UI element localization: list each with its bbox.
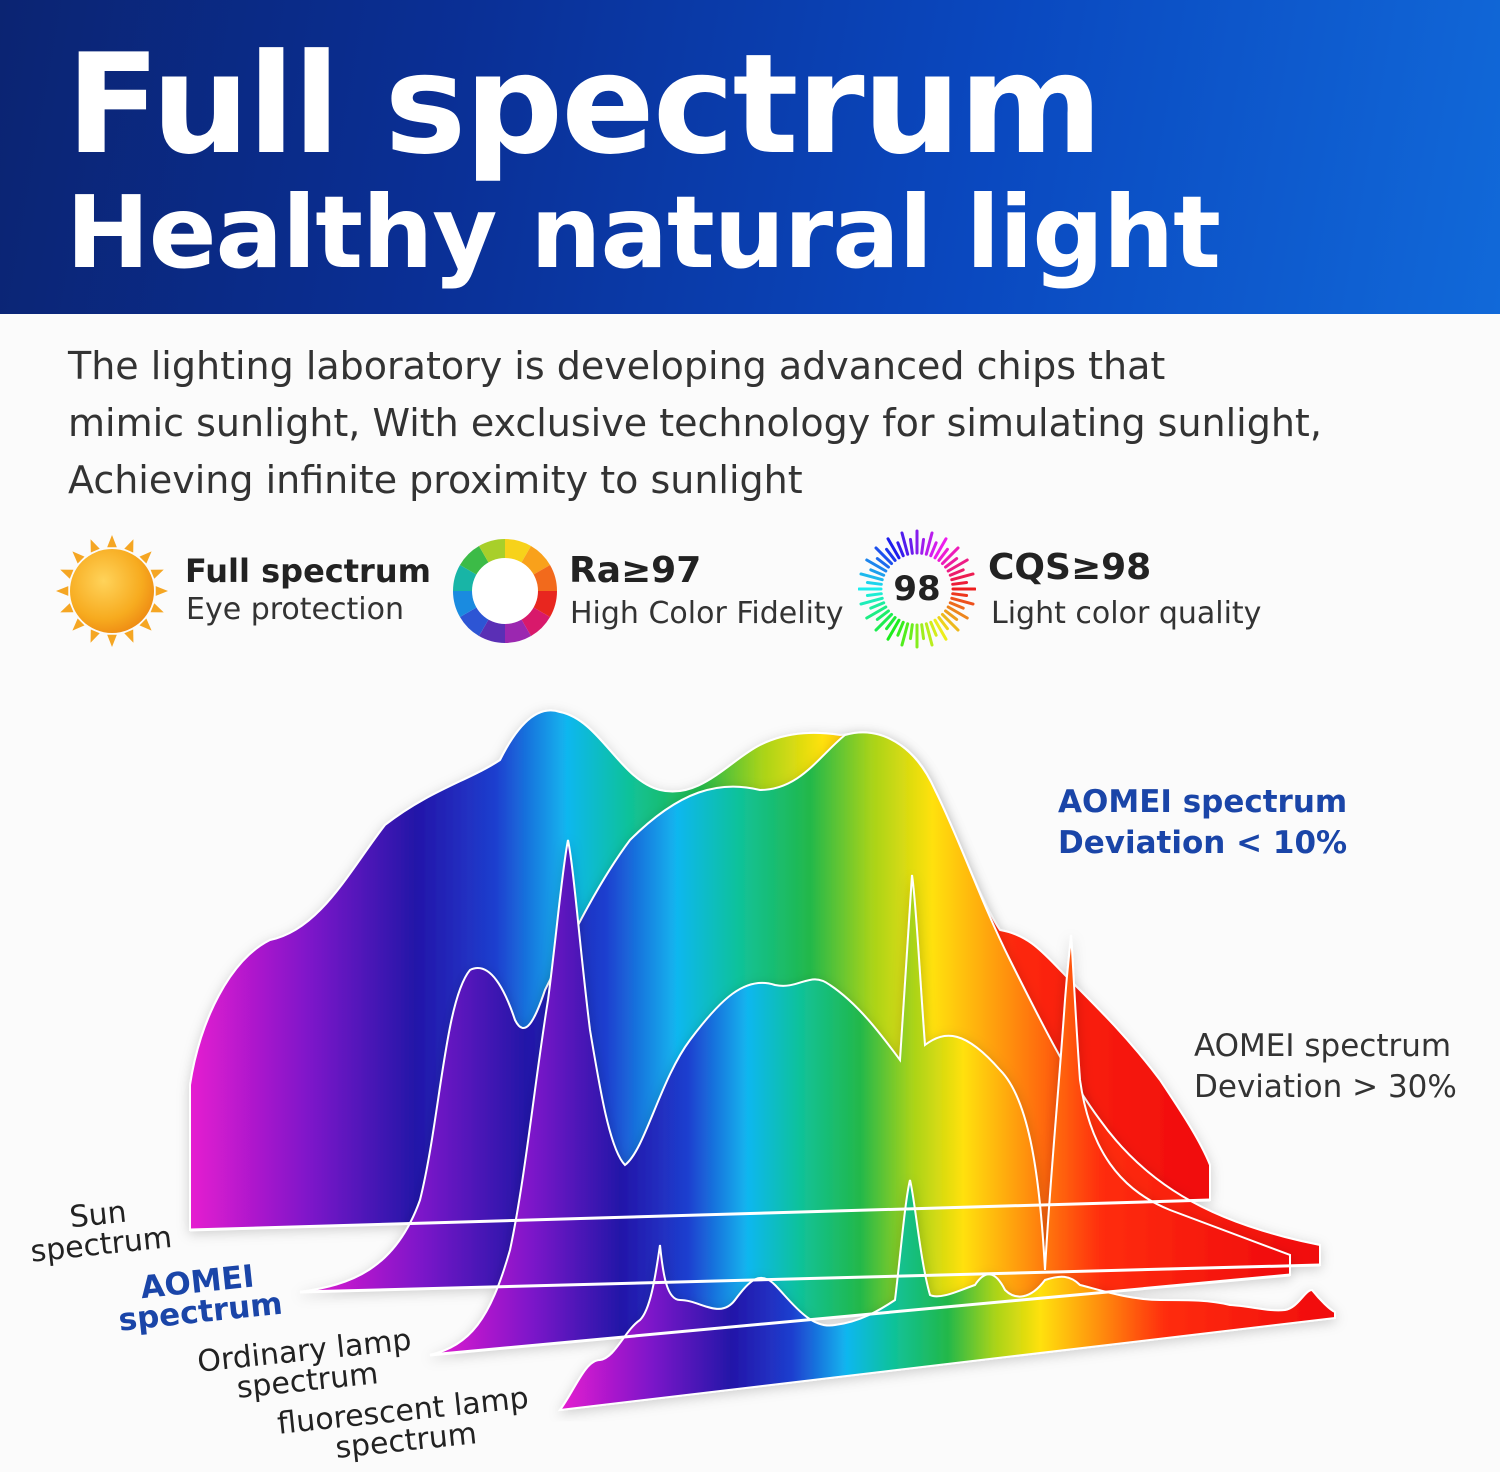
cqs-tick	[885, 547, 897, 562]
cqs-tick	[908, 623, 914, 641]
cqs-tick	[944, 609, 959, 621]
annotation-line: AOMEI spectrum	[1194, 1028, 1452, 1064]
annotation-aomei-good: AOMEI spectrum Deviation < 10%	[1058, 782, 1347, 864]
feature-subtitle: Eye protection	[186, 592, 404, 627]
description-line: Achieving infinite proximity to sunlight	[68, 458, 803, 502]
feature-color-fidelity: Ra≥97 High Color Fidelity	[452, 538, 844, 644]
cqs-tick	[885, 616, 897, 631]
cqs-tick	[865, 592, 883, 598]
sun-ray	[124, 629, 134, 643]
cqs-tick	[875, 609, 890, 621]
cqs-tick	[859, 572, 884, 582]
cqs-tick	[859, 596, 884, 606]
cqs-tick	[951, 580, 969, 586]
cqs-tick	[886, 618, 901, 641]
sun-ray	[150, 603, 164, 613]
annotation-line: Deviation < 10%	[1058, 825, 1348, 861]
sun-ray	[72, 618, 85, 631]
header-banner: Full spectrum Healthy natural light	[0, 0, 1500, 314]
cqs-tick	[896, 620, 905, 637]
feature-subtitle: High Color Fidelity	[570, 596, 844, 631]
sun-ray	[56, 586, 69, 596]
cqs-tick	[920, 623, 926, 641]
cqs-tick	[886, 537, 901, 560]
sun-ray	[139, 551, 152, 564]
headline-title: Full spectrum	[66, 24, 1103, 185]
cqs-tick	[900, 622, 910, 647]
cqs-tick	[946, 558, 969, 573]
cqs-badge-icon: 98	[858, 529, 976, 649]
cqs-tick	[937, 547, 949, 562]
cqs-tick	[900, 531, 910, 556]
cqs-tick	[865, 605, 888, 620]
color-wheel-icon	[453, 539, 557, 643]
sun-ray	[155, 586, 168, 596]
cqs-tick	[896, 541, 905, 558]
feature-full-spectrum: Full spectrum Eye protection	[52, 533, 432, 648]
sun-ray	[90, 629, 100, 643]
description-text: The lighting laboratory is developing ad…	[68, 338, 1458, 509]
cqs-tick	[948, 568, 965, 577]
cqs-tick	[865, 580, 883, 586]
sun-ray	[107, 634, 117, 647]
sun-ray	[139, 618, 152, 631]
fluorescent-lamp-spectrum-curve	[557, 1179, 1336, 1412]
feature-cqs: 98 CQS≥98 Light color quality	[858, 528, 1262, 650]
ordinary-lamp-spectrum-curve	[429, 839, 1291, 1356]
baseline-sun	[189, 1198, 1211, 1232]
sun-ray	[60, 569, 74, 579]
sun-ray	[60, 603, 74, 613]
cqs-tick	[869, 601, 886, 610]
cqs-badge-value: 98	[893, 569, 940, 609]
cqs-tick	[924, 531, 934, 556]
cqs-tick	[875, 557, 890, 569]
cqs-tick	[874, 546, 894, 566]
feature-title: Full spectrum	[185, 552, 431, 590]
sun-ray	[150, 569, 164, 579]
cqs-tick	[874, 612, 894, 632]
cqs-tick	[924, 622, 934, 647]
cqs-tick	[940, 546, 960, 566]
sun-ray	[107, 535, 117, 548]
headline-subtitle: Healthy natural light	[66, 174, 1221, 291]
cqs-tick	[865, 558, 888, 573]
annotation-line: AOMEI spectrum	[1058, 784, 1348, 820]
feature-subtitle: Light color quality	[991, 596, 1262, 631]
cqs-tick	[937, 616, 949, 631]
sun-ray	[124, 539, 134, 553]
cqs-tick	[920, 537, 926, 555]
cqs-tick	[944, 557, 959, 569]
annotation-line: Deviation > 30%	[1194, 1069, 1457, 1105]
cqs-tick	[933, 537, 948, 560]
cqs-tick	[929, 541, 938, 558]
layer-label-aomei: AOMEI spectrum	[114, 1258, 284, 1338]
feature-title: Ra≥97	[569, 550, 702, 591]
cqs-tick	[948, 601, 965, 610]
cqs-tick	[951, 592, 969, 598]
baseline-ordinary	[429, 1273, 1291, 1357]
annotation-aomei-bad: AOMEI spectrum Deviation > 30%	[1194, 1026, 1457, 1108]
cqs-tick	[869, 568, 886, 577]
cqs-tick	[950, 572, 975, 582]
description-line: The lighting laboratory is developing ad…	[68, 344, 1166, 388]
sun-ray	[90, 539, 100, 553]
sun-icon	[56, 535, 168, 647]
cqs-tick	[950, 596, 975, 606]
baseline-aomei	[299, 1263, 1321, 1294]
cqs-tick	[946, 605, 969, 620]
cqs-tick	[940, 612, 960, 632]
sun-ray	[72, 551, 85, 564]
feature-title: CQS≥98	[988, 547, 1152, 588]
description-line: mimic sunlight, With exclusive technolog…	[68, 401, 1322, 445]
spectrum-illustration	[189, 709, 1336, 1412]
cqs-tick	[929, 620, 938, 637]
cqs-tick	[933, 618, 948, 641]
cqs-tick	[908, 537, 914, 555]
